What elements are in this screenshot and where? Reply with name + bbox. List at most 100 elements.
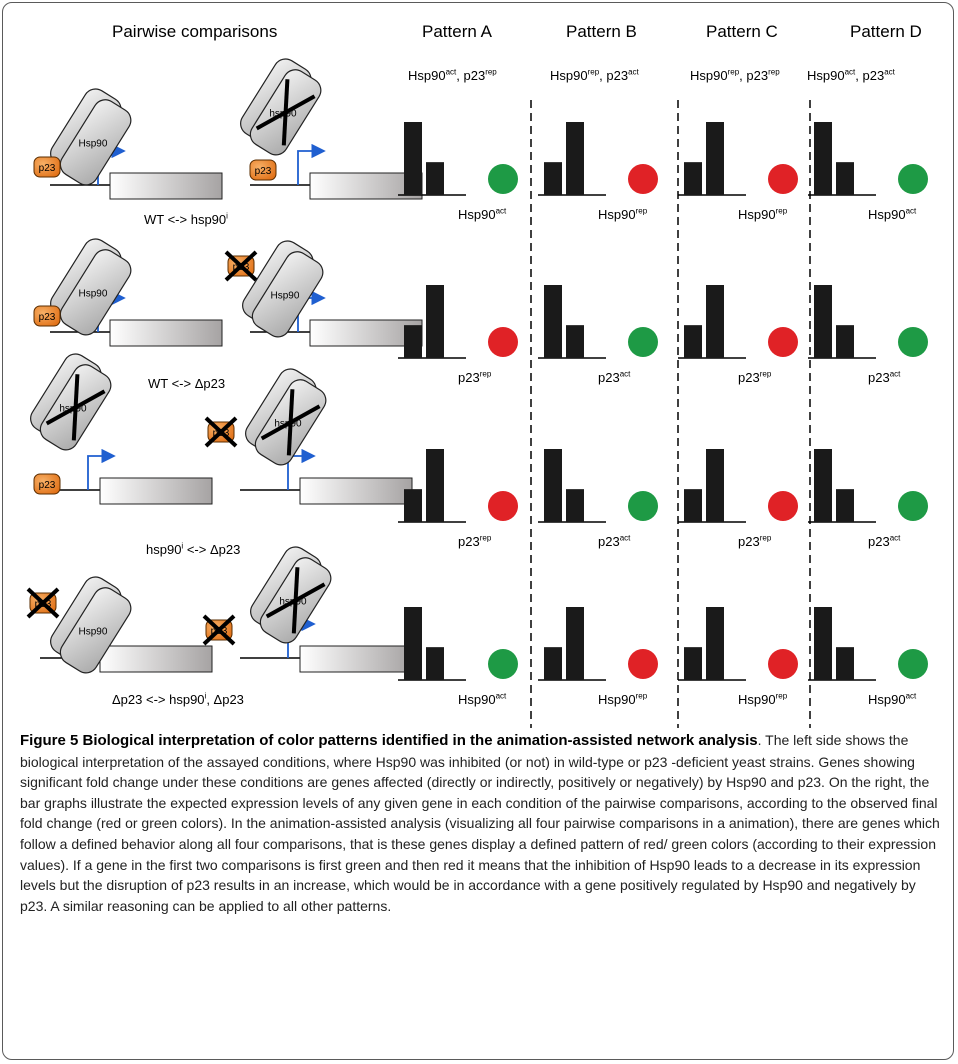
cell-label-text: p23 [458,534,480,549]
pattern-cell [398,122,518,196]
p23-label: p23 [39,312,56,323]
header-pattern-a: Pattern A [422,22,492,41]
pattern-bar-grid [398,100,928,728]
cell-label-text: Hsp90 [868,692,906,707]
expression-bar [684,162,702,195]
hsp90-monomer [59,587,132,674]
cell-label: p23act [598,534,630,549]
p23-label: p23 [39,163,56,174]
gene-box [99,477,213,505]
cell-label-sup: rep [479,533,492,543]
hsp90-dimer: Hsp90 [242,240,324,338]
promoter-arrow [87,448,116,490]
pattern-cell [398,285,518,359]
cell-label: p23act [868,534,900,549]
hsp90-dimer: hsp90 [30,353,112,451]
subtitle-pattern-a: Hsp90act, p23rep [408,67,497,83]
promoter-arrow [297,143,326,185]
cell-label-sup: act [889,533,901,543]
hsp90-monomer [59,249,132,336]
hsp90-dimer: hsp90 [245,368,327,466]
expression-bar [706,607,724,680]
deletion-cross-line [26,587,60,619]
hsp90-label: Hsp90 [79,627,108,638]
cell-label-text: Hsp90 [598,207,636,222]
expression-bar [404,325,422,358]
cell-label-text: Hsp90 [738,207,776,222]
caption-body: . The left side shows the biological int… [20,732,940,914]
deletion-cross-line [202,614,236,646]
expression-bar [814,122,832,195]
cell-label-sup: act [619,369,631,379]
cell-label-text: p23 [458,370,480,385]
expression-bar [566,325,584,358]
expression-bar [706,285,724,358]
expression-bar [836,647,854,680]
cell-label-sup: rep [759,369,772,379]
p23-protein [249,159,277,181]
header-pattern-d: Pattern D [850,22,922,41]
cell-label-text: p23 [868,370,890,385]
inhibition-cross-line [260,404,321,441]
inhibition-cross-line [45,389,106,426]
pattern-cell [808,285,928,359]
expression-bar [404,607,422,680]
p23-protein [33,305,61,327]
cell-label-sup: act [495,691,507,701]
expression-bar [836,489,854,522]
expression-bar [566,122,584,195]
hsp90-dimer: Hsp90 [50,238,132,336]
pattern-cell [678,449,798,523]
pattern-cell [538,122,658,196]
hsp90-dimer: Hsp90 [50,88,132,186]
inhibition-cross-line [265,582,326,619]
condition-label-1: WT <-> hsp90i [144,211,228,227]
pattern-cell [538,449,658,523]
expression-bar [836,162,854,195]
gene-box [299,645,413,673]
cell-label: p23rep [738,370,771,385]
expression-bar [544,162,562,195]
cell-label: Hsp90rep [738,692,787,707]
gene-box [309,319,423,347]
subtitle-pattern-d: Hsp90act, p23act [807,67,895,83]
cell-label-text: p23 [738,534,760,549]
expression-bar [706,449,724,522]
green-indicator-dot [628,327,658,357]
red-indicator-dot [488,491,518,521]
pattern-cell [678,607,798,681]
pattern-cell [538,285,658,359]
figure-caption: Figure 5 Biological interpretation of co… [20,730,945,916]
deletion-cross-line [224,250,258,282]
figure-artwork: Hsp90 p23 hsp90 p23 Hsp90 p23 Hsp90 p23 hsp90 p23… [26,58,928,728]
expression-bar [426,285,444,358]
gene-box [299,477,413,505]
cell-label: Hsp90rep [738,207,787,222]
expression-bar [836,325,854,358]
header-pattern-b: Pattern B [566,22,637,41]
green-indicator-dot [898,327,928,357]
cell-label-text: Hsp90 [598,692,636,707]
cell-label-sup: act [905,691,917,701]
green-indicator-dot [898,164,928,194]
hsp90-label: Hsp90 [79,139,108,150]
pattern-cell [538,607,658,681]
expression-bar [814,607,832,680]
condition-label-4: Δp23 <-> hsp90i, Δp23 [112,691,244,707]
cell-label-text: p23 [738,370,760,385]
cell-label: Hsp90act [458,692,506,707]
cell-label-sup: act [889,369,901,379]
cell-label-text: p23 [598,534,620,549]
red-indicator-dot [488,327,518,357]
red-indicator-dot [628,649,658,679]
gene-box [109,172,223,200]
expression-bar [566,607,584,680]
pattern-cell [808,122,928,196]
p23-label: p23 [255,166,272,177]
expression-bar [814,449,832,522]
subtitle-pattern-b: Hsp90rep, p23act [550,67,639,83]
cell-label-sup: rep [635,206,648,216]
cell-label: Hsp90act [868,207,916,222]
